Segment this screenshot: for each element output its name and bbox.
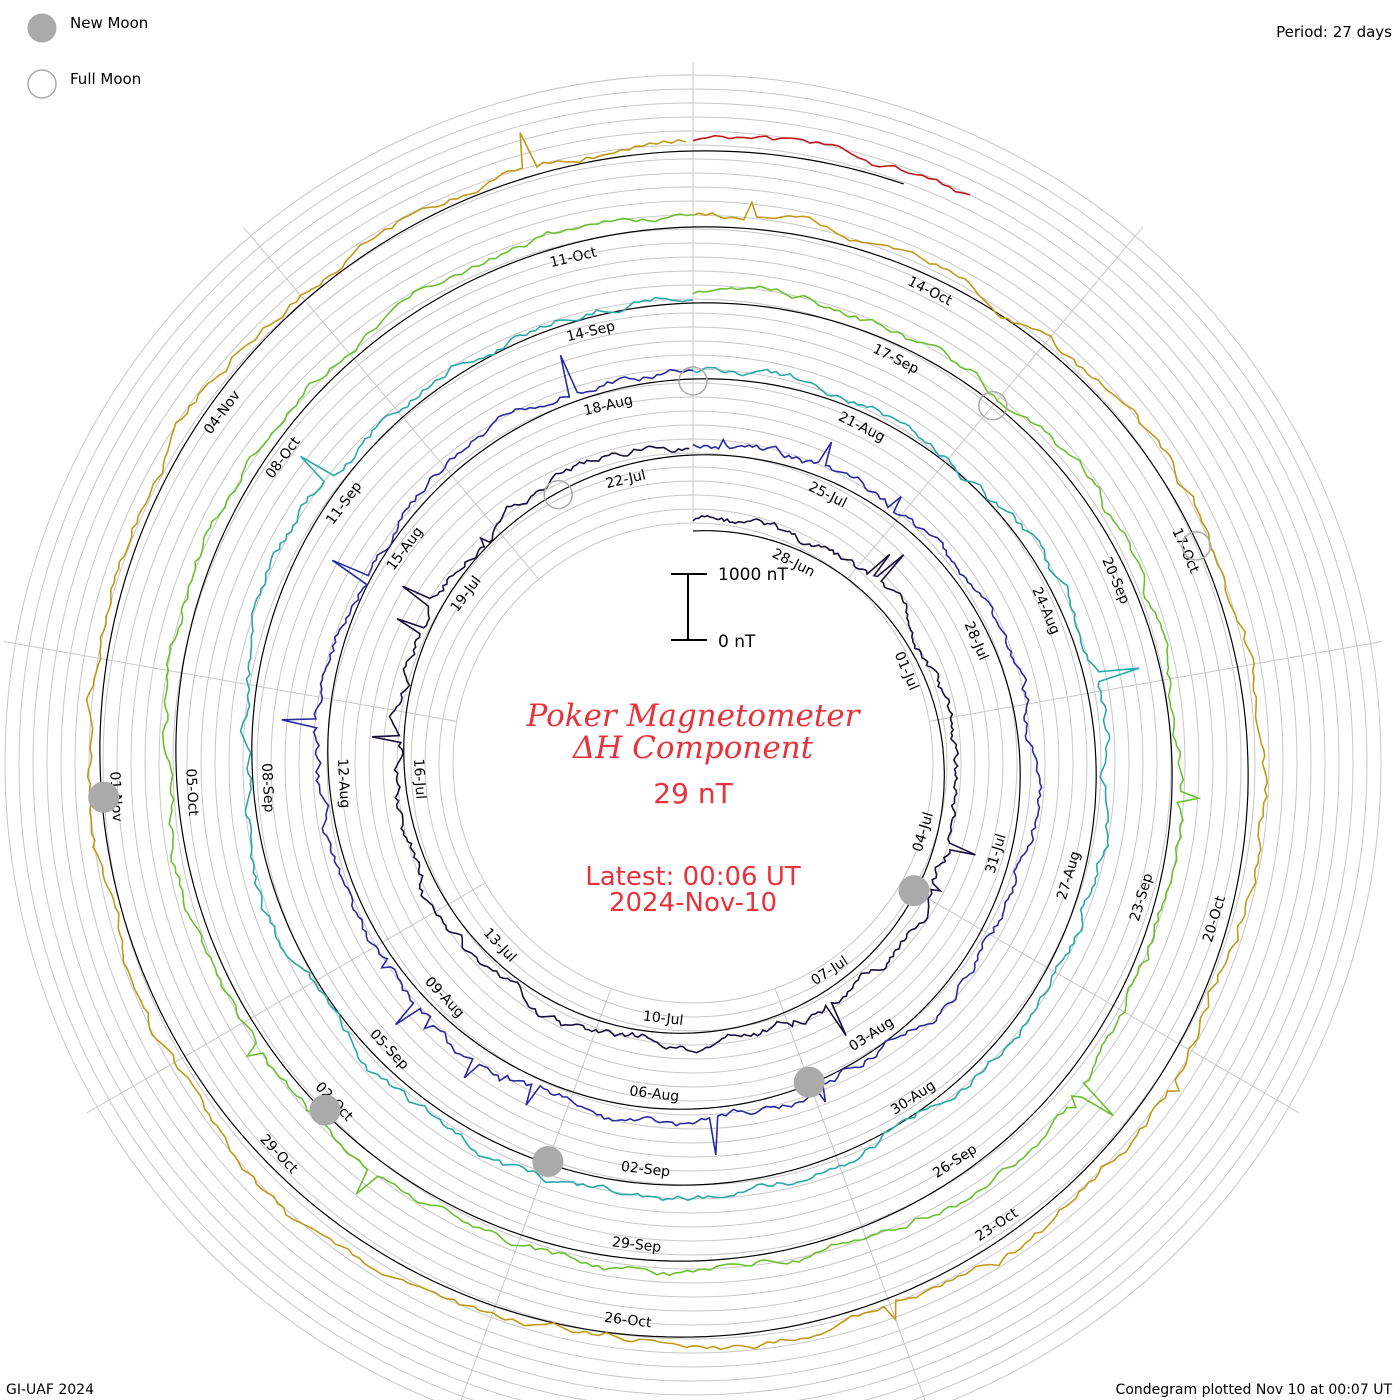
data-series-layer bbox=[85, 132, 1269, 1351]
grid-spoke bbox=[900, 882, 1300, 1114]
new-moon-marker bbox=[532, 1146, 564, 1178]
scale-bar-bottom-label: 0 nT bbox=[718, 632, 756, 652]
date-tick-label: 20-Oct bbox=[1200, 894, 1229, 945]
date-tick-label: 03-Aug bbox=[846, 1014, 896, 1055]
date-tick-label: 15-Aug bbox=[384, 524, 427, 574]
series-turn-3 bbox=[239, 296, 1140, 1202]
baseline-spiral-layer bbox=[99, 150, 1249, 1338]
new-moon-marker bbox=[793, 1066, 825, 1098]
date-tick-label: 02-Sep bbox=[620, 1159, 671, 1181]
date-tick-label: 29-Sep bbox=[611, 1234, 662, 1256]
series-turn-6 bbox=[692, 134, 971, 196]
date-tick-label: 17-Sep bbox=[870, 341, 921, 377]
date-tick-label: 06-Aug bbox=[629, 1083, 680, 1105]
date-tick-label: 22-Jul bbox=[604, 467, 647, 492]
chart-title-line1: Poker Magnetometer bbox=[526, 698, 862, 734]
moon-marker-layer bbox=[88, 366, 1212, 1178]
new-moon-marker bbox=[88, 781, 120, 813]
date-tick-label: 21-Aug bbox=[836, 409, 888, 446]
latest-date: 2024-Nov-10 bbox=[609, 888, 777, 918]
date-tick-label: 05-Oct bbox=[182, 768, 201, 817]
grid-spoke bbox=[846, 226, 1144, 580]
scale-bar-top-label: 1000 nT bbox=[718, 565, 788, 585]
period-label: Period: 27 days bbox=[1276, 23, 1392, 41]
full-moon-legend-label: Full Moon bbox=[70, 70, 141, 88]
legend: New Moon Full Moon bbox=[27, 13, 148, 99]
full-moon-legend-icon bbox=[27, 69, 57, 99]
date-tick-label: 12-Aug bbox=[334, 758, 353, 809]
date-tick-label: 23-Oct bbox=[973, 1205, 1022, 1245]
footer-credit: GI-UAF 2024 bbox=[6, 1382, 94, 1398]
grid-spoke bbox=[242, 226, 540, 580]
series-turn-5 bbox=[85, 132, 1269, 1351]
date-tick-label: 11-Sep bbox=[323, 479, 365, 528]
new-moon-marker bbox=[309, 1094, 341, 1126]
date-tick-label: 01-Jul bbox=[891, 649, 922, 693]
full-moon-marker bbox=[543, 479, 573, 510]
series-turn-1 bbox=[371, 445, 976, 1054]
date-tick-label: 17-Oct bbox=[1168, 526, 1202, 576]
full-moon-marker bbox=[978, 390, 1008, 421]
grid-layer bbox=[3, 63, 1383, 1400]
chart-title-line2: ΔH Component bbox=[572, 730, 814, 766]
full-moon-marker bbox=[1181, 531, 1212, 561]
series-turn-2 bbox=[281, 354, 1043, 1156]
date-tick-label: 16-Jul bbox=[410, 758, 428, 799]
scale-bar: 1000 nT 0 nT bbox=[671, 565, 788, 652]
date-tick-label: 31-Jul bbox=[983, 832, 1010, 875]
full-moon-marker bbox=[678, 366, 708, 396]
date-tick-label: 26-Sep bbox=[930, 1141, 980, 1181]
date-tick-label: 30-Aug bbox=[888, 1078, 938, 1119]
grid-spoke bbox=[460, 988, 612, 1400]
grid-spoke bbox=[774, 988, 926, 1400]
date-tick-label: 08-Oct bbox=[263, 434, 304, 482]
new-moon-marker bbox=[898, 875, 930, 907]
date-tick-label: 14-Oct bbox=[905, 274, 955, 310]
date-tick-label: 26-Oct bbox=[603, 1310, 653, 1331]
date-tick-label: 19-Jul bbox=[448, 573, 485, 615]
new-moon-legend-icon bbox=[27, 13, 57, 43]
series-turn-4 bbox=[162, 213, 1202, 1277]
date-tick-label: 08-Sep bbox=[258, 763, 277, 813]
new-moon-legend-label: New Moon bbox=[70, 14, 148, 32]
date-tick-label: 13-Jul bbox=[480, 925, 519, 965]
date-tick-label: 10-Jul bbox=[642, 1008, 684, 1029]
footer-plotted: Condegram plotted Nov 10 at 00:07 UT bbox=[1116, 1382, 1393, 1398]
date-tick-label: 05-Sep bbox=[366, 1026, 412, 1073]
latest-time: Latest: 00:06 UT bbox=[585, 862, 801, 892]
grid-spoke bbox=[3, 640, 457, 722]
baseline-spiral bbox=[99, 150, 1249, 1338]
grid-spoke bbox=[929, 640, 1383, 722]
title-block: Poker Magnetometer ΔH Component 29 nT La… bbox=[526, 698, 862, 918]
current-value: 29 nT bbox=[653, 777, 733, 810]
grid-spoke bbox=[86, 882, 486, 1114]
